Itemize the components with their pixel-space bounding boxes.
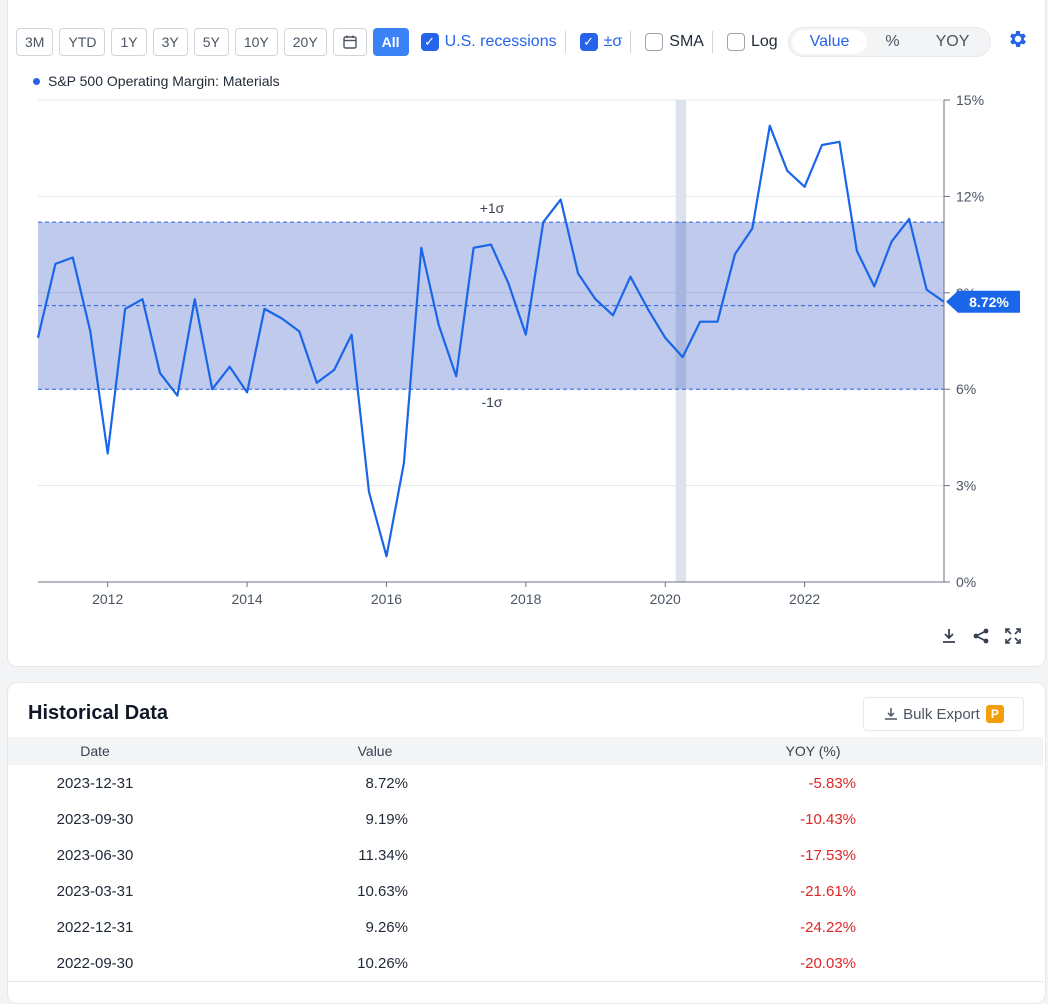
x-tick-label: 2016 — [371, 591, 402, 607]
check-icon: ✓ — [420, 33, 439, 51]
x-tick-label: 2020 — [650, 591, 681, 607]
download-icon[interactable] — [940, 627, 958, 650]
toolbar-divider — [630, 31, 632, 53]
share-icon[interactable] — [972, 627, 990, 650]
x-tick-label: 2022 — [789, 591, 820, 607]
check-icon: ✓ — [579, 33, 598, 51]
row-yoy: -20.03% — [800, 955, 856, 972]
header-date[interactable]: Date — [80, 743, 110, 759]
sigma-upper-label: +1σ — [480, 200, 505, 216]
bulk-export-button[interactable]: Bulk Export P — [863, 697, 1024, 731]
row-value: 11.34% — [358, 847, 408, 864]
sma-label: SMA — [669, 33, 704, 50]
log-label: Log — [750, 33, 778, 50]
row-yoy: -21.61% — [800, 883, 856, 900]
header-value[interactable]: Value — [357, 743, 393, 759]
y-tick-label: 3% — [956, 478, 976, 494]
range-10y-button[interactable]: 10Y — [234, 28, 278, 56]
header-yoy[interactable]: YOY (%) — [785, 743, 841, 759]
range-5y-button[interactable]: 5Y — [193, 28, 229, 56]
checkbox-icon — [645, 33, 664, 51]
recessions-toggle[interactable]: ✓ U.S. recessions — [420, 33, 557, 51]
row-value: 10.63% — [357, 883, 408, 900]
table-row: 2023-03-31 10.63% -21.61% — [8, 873, 1043, 910]
checkbox-icon — [726, 33, 745, 51]
y-tick-label: 15% — [956, 92, 984, 108]
range-3m-button[interactable]: 3M — [16, 28, 54, 56]
last-value-label: 8.72% — [969, 294, 1009, 310]
sigma-label: ±σ — [603, 33, 623, 50]
row-value: 9.26% — [365, 919, 408, 936]
toolbar-divider — [711, 31, 713, 53]
row-date: 2023-03-31 — [56, 883, 134, 900]
table-header: Date Value YOY (%) — [8, 737, 1043, 765]
row-value: 8.72% — [365, 775, 408, 792]
chart-tools — [940, 627, 1022, 650]
mode-percent-tab[interactable]: % — [885, 33, 900, 50]
row-yoy: -24.22% — [800, 919, 856, 936]
mode-yoy-tab[interactable]: YOY — [935, 33, 970, 50]
y-tick-label: 6% — [956, 381, 976, 397]
range-1y-button[interactable]: 1Y — [111, 28, 147, 56]
row-yoy: -5.83% — [808, 775, 856, 792]
recession-band — [675, 100, 687, 582]
table-row: 2023-09-30 9.19% -10.43% — [8, 801, 1043, 838]
last-value-marker — [946, 290, 1020, 313]
row-date: 2022-09-30 — [56, 955, 134, 972]
historical-data-title: Historical Data — [28, 702, 169, 724]
row-date: 2023-12-31 — [56, 775, 134, 792]
calendar-button[interactable] — [332, 28, 367, 56]
toolbar-divider — [564, 31, 566, 53]
row-date: 2022-12-31 — [56, 919, 134, 936]
table-row: 2022-09-30 10.26% -20.03% — [8, 945, 1043, 982]
recessions-label: U.S. recessions — [444, 33, 557, 50]
chart-legend[interactable]: S&P 500 Operating Margin: Materials — [33, 73, 280, 89]
table-row: 2022-12-31 9.26% -24.22% — [8, 909, 1043, 946]
bulk-export-label: Bulk Export — [903, 705, 980, 723]
y-tick-label: 12% — [956, 188, 984, 204]
series-line — [36, 124, 945, 558]
row-value: 10.26% — [357, 955, 408, 972]
sigma-toggle[interactable]: ✓ ±σ — [579, 33, 623, 51]
legend-series-label: S&P 500 Operating Margin: Materials — [48, 73, 280, 89]
download-icon — [885, 708, 898, 720]
row-yoy: -17.53% — [800, 847, 856, 864]
y-tick-label: 0% — [956, 574, 976, 590]
gear-icon[interactable] — [1007, 28, 1029, 56]
chart-toolbar: 3M YTD 1Y 3Y 5Y 10Y 20Y All ✓ U.S. reces… — [16, 27, 1029, 57]
range-3y-button[interactable]: 3Y — [152, 28, 188, 56]
mode-value-tab[interactable]: Value — [791, 30, 868, 54]
x-tick-label: 2014 — [231, 591, 262, 607]
range-ytd-button[interactable]: YTD — [59, 28, 106, 56]
row-date: 2023-09-30 — [56, 811, 134, 828]
premium-badge: P — [985, 705, 1004, 723]
series-dot — [33, 77, 40, 85]
log-toggle[interactable]: Log — [726, 33, 778, 51]
row-value: 9.19% — [365, 811, 408, 828]
table-row: 2023-06-30 11.34% -17.53% — [8, 837, 1043, 874]
x-tick-label: 2012 — [92, 591, 123, 607]
mode-switcher: Value % YOY — [787, 27, 992, 57]
row-yoy: -10.43% — [800, 811, 856, 828]
range-20y-button[interactable]: 20Y — [283, 28, 327, 56]
sigma-lower-label: -1σ — [481, 394, 502, 410]
fullscreen-icon[interactable] — [1004, 627, 1022, 650]
range-all-button[interactable]: All — [372, 28, 409, 56]
calendar-icon — [342, 35, 357, 49]
line-chart: +1σ-1σ0%3%6%9%12%15%20122014201620182020… — [36, 92, 1020, 607]
x-tick-label: 2018 — [510, 591, 541, 607]
table-row: 2023-12-31 8.72% -5.83% — [8, 765, 1043, 802]
sma-toggle[interactable]: SMA — [645, 33, 704, 51]
row-date: 2023-06-30 — [56, 847, 134, 864]
